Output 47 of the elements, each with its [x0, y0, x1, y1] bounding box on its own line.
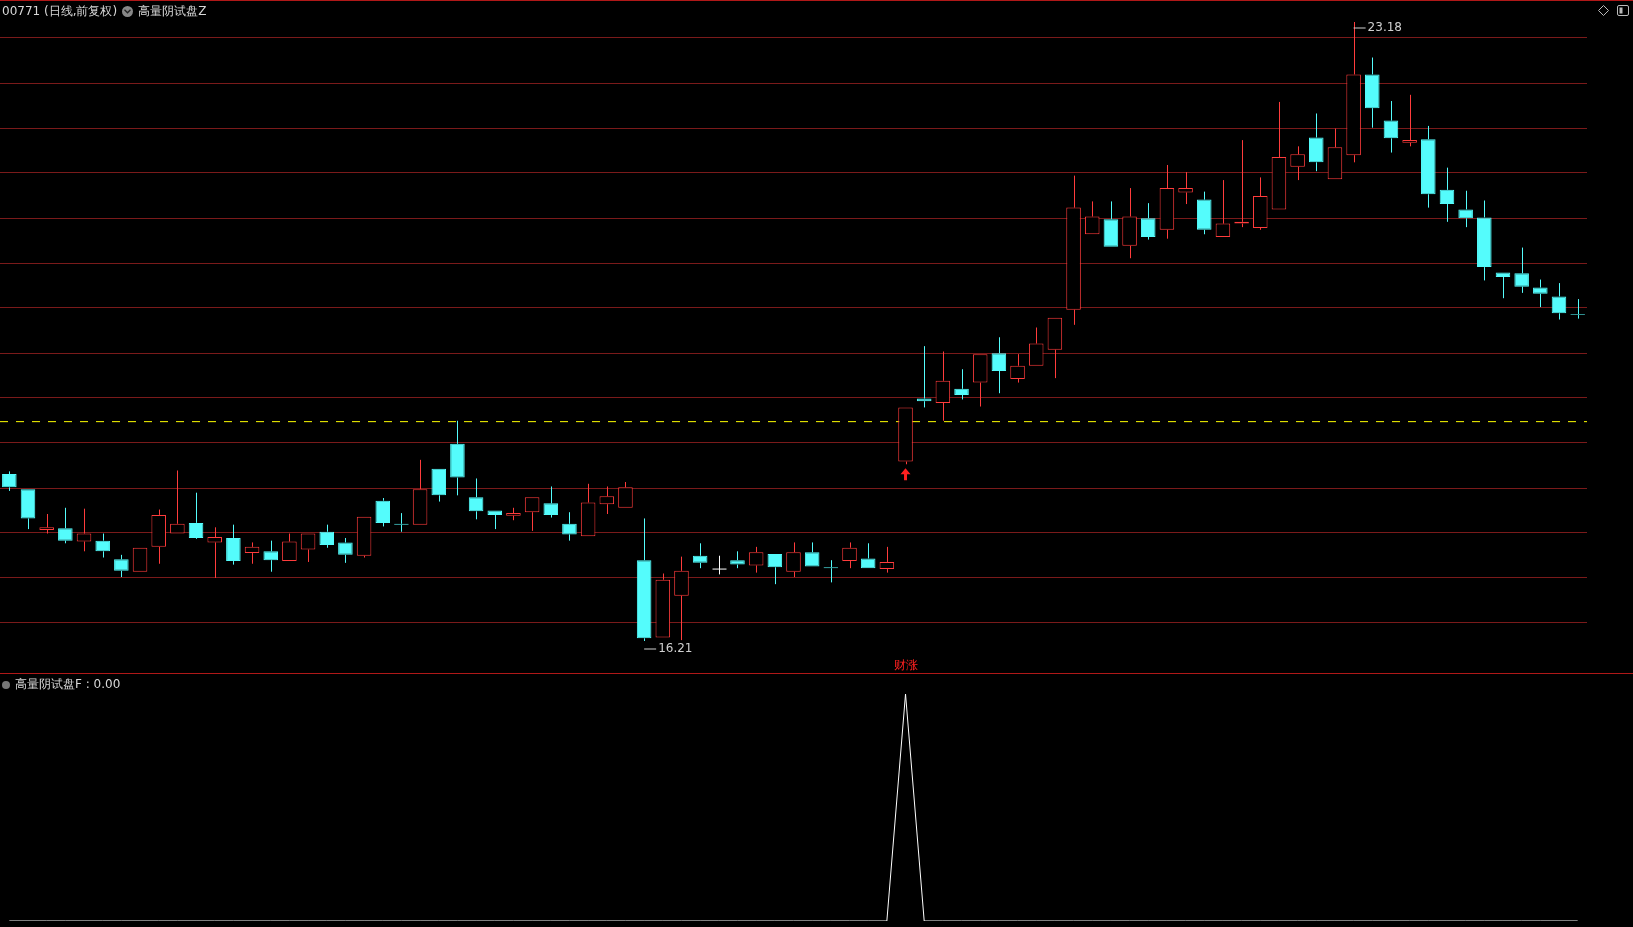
candlestick	[412, 459, 428, 525]
candlestick	[1365, 57, 1380, 129]
candlestick	[954, 368, 969, 400]
candlestick	[375, 497, 391, 527]
candlestick	[674, 556, 689, 641]
candlestick	[1028, 327, 1044, 366]
candlestick	[244, 541, 260, 565]
candlestick	[76, 508, 92, 552]
candlestick	[879, 546, 895, 574]
candlestick	[935, 350, 951, 422]
candlestick	[580, 483, 596, 537]
candlestick	[1271, 101, 1287, 210]
candlestick	[1178, 171, 1193, 205]
candlestick	[1103, 200, 1119, 247]
candlestick	[506, 507, 521, 521]
text: 财涨	[893, 658, 918, 673]
candlestick	[599, 485, 615, 515]
candlestick	[487, 510, 503, 530]
candlestick	[450, 420, 465, 496]
candlestick	[1047, 317, 1063, 379]
candlestick	[1421, 125, 1436, 209]
chart-subtitle: 高量阴试盘Z	[138, 3, 207, 20]
candlestick	[20, 489, 36, 530]
candlestick	[636, 517, 652, 642]
annotation: 23.18	[1367, 20, 1402, 35]
chart-title: 高量阴试盘F : 0.00	[15, 676, 121, 693]
candlestick	[431, 468, 447, 503]
candlestick	[226, 524, 241, 566]
candlestick	[618, 481, 633, 508]
candlestick	[1196, 191, 1212, 235]
candlestick	[207, 526, 222, 579]
candlestick	[1252, 176, 1268, 231]
candlestick	[1327, 128, 1343, 180]
candlestick	[730, 550, 745, 569]
candlestick	[151, 509, 166, 565]
candlestick	[39, 513, 54, 535]
candlestick	[1477, 200, 1492, 281]
chart-title: 00771 (日线,前复权)	[2, 3, 118, 20]
candlestick	[1533, 279, 1548, 308]
candlestick	[1159, 164, 1175, 240]
candlestick	[1308, 112, 1324, 172]
text: 16.21	[658, 641, 693, 656]
candlestick	[356, 516, 372, 559]
candlestick	[692, 542, 708, 569]
candlestick	[1402, 94, 1417, 147]
candlestick	[655, 573, 671, 638]
candlestick	[1122, 187, 1137, 259]
